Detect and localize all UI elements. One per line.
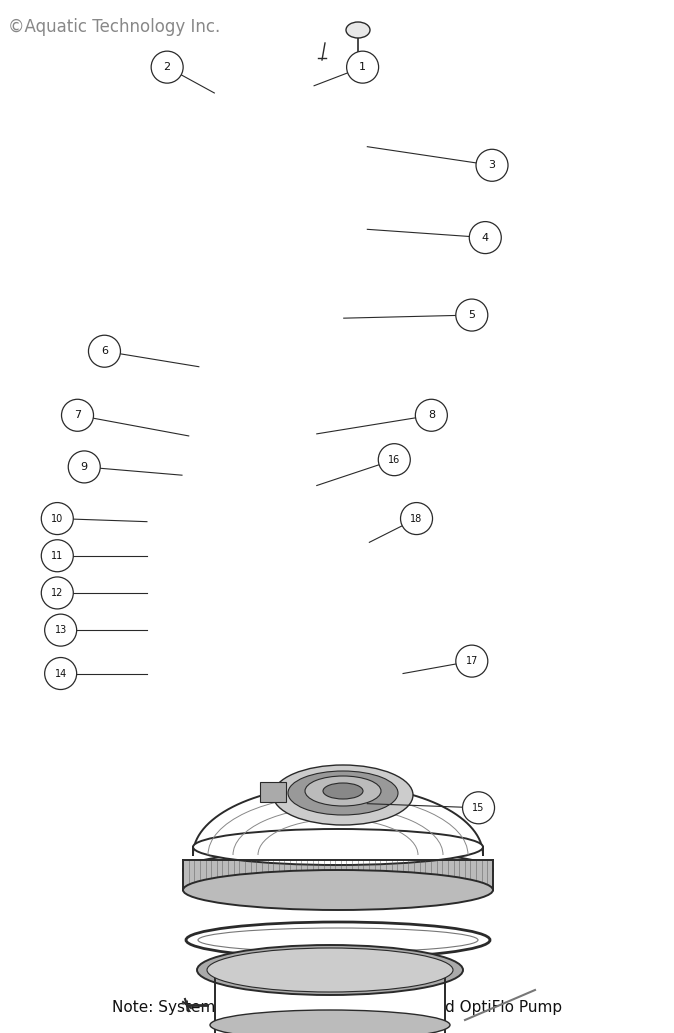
Text: 15: 15: [472, 803, 485, 813]
Text: Note: System shown with 155333P Base and OptiFlo Pump: Note: System shown with 155333P Base and…: [112, 1000, 562, 1015]
Circle shape: [41, 503, 73, 534]
Ellipse shape: [346, 22, 370, 38]
Text: 7: 7: [74, 410, 81, 420]
Circle shape: [456, 646, 488, 677]
Circle shape: [378, 444, 410, 475]
Ellipse shape: [273, 765, 413, 825]
Ellipse shape: [197, 945, 463, 995]
Ellipse shape: [323, 783, 363, 799]
Ellipse shape: [186, 922, 490, 958]
Ellipse shape: [183, 870, 493, 910]
Circle shape: [61, 400, 94, 431]
Ellipse shape: [193, 829, 483, 865]
Polygon shape: [193, 785, 483, 855]
Circle shape: [456, 300, 488, 331]
Polygon shape: [183, 860, 493, 890]
Text: 3: 3: [489, 160, 495, 170]
Circle shape: [476, 150, 508, 181]
Circle shape: [400, 503, 433, 534]
Ellipse shape: [288, 771, 398, 815]
Circle shape: [415, 400, 448, 431]
Text: 8: 8: [428, 410, 435, 420]
Ellipse shape: [210, 1010, 450, 1033]
Text: 9: 9: [81, 462, 88, 472]
Text: 12: 12: [51, 588, 63, 598]
Text: ©Aquatic Technology Inc.: ©Aquatic Technology Inc.: [8, 18, 220, 36]
Text: 13: 13: [55, 625, 67, 635]
Circle shape: [41, 540, 73, 571]
Text: 17: 17: [466, 656, 478, 666]
Circle shape: [151, 52, 183, 83]
Text: 16: 16: [388, 455, 400, 465]
Polygon shape: [260, 782, 286, 802]
Text: 10: 10: [51, 513, 63, 524]
Ellipse shape: [183, 850, 493, 890]
Text: 14: 14: [55, 668, 67, 679]
Circle shape: [68, 451, 100, 482]
Circle shape: [41, 577, 73, 608]
Text: 1: 1: [359, 62, 366, 72]
Circle shape: [469, 222, 501, 253]
Text: 6: 6: [101, 346, 108, 356]
Circle shape: [88, 336, 121, 367]
Ellipse shape: [207, 948, 453, 992]
Text: 11: 11: [51, 551, 63, 561]
Circle shape: [462, 792, 495, 823]
Text: 5: 5: [468, 310, 475, 320]
Circle shape: [44, 615, 77, 646]
Ellipse shape: [305, 776, 381, 806]
Circle shape: [44, 658, 77, 689]
Text: 4: 4: [482, 232, 489, 243]
Text: 18: 18: [410, 513, 423, 524]
Circle shape: [346, 52, 379, 83]
Polygon shape: [215, 970, 445, 1033]
Text: 2: 2: [164, 62, 171, 72]
